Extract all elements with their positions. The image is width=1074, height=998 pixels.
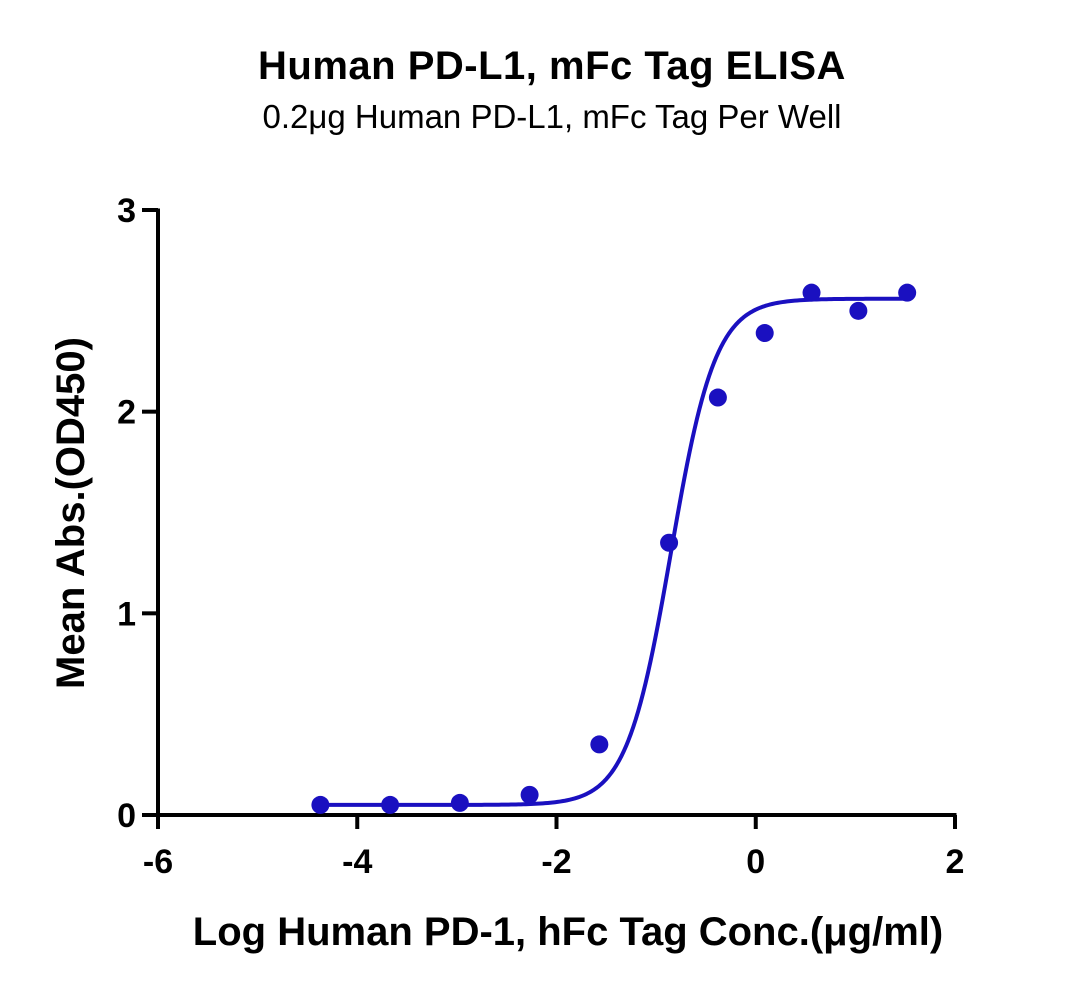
data-point — [381, 795, 400, 814]
chart-title: Human PD-L1, mFc Tag ELISA — [258, 44, 846, 88]
x-tick-label: 0 — [746, 843, 765, 881]
data-point — [520, 785, 539, 804]
x-tick-label: 2 — [946, 843, 965, 881]
data-points-layer — [311, 283, 917, 814]
fit-curve — [318, 296, 910, 807]
y-tick-label: 2 — [117, 394, 136, 432]
x-tick-label: -2 — [541, 843, 571, 881]
data-point — [708, 388, 727, 407]
data-point — [590, 735, 609, 754]
data-point — [755, 324, 774, 343]
y-tick-label: 0 — [117, 797, 136, 835]
axes: -6 -4 -2 0 2 0 1 2 3 — [117, 192, 964, 881]
data-point — [660, 533, 679, 552]
data-point — [450, 793, 469, 812]
y-tick-label: 1 — [117, 595, 136, 633]
fit-curve-layer — [318, 296, 910, 807]
data-point — [849, 301, 868, 320]
x-tick-label: -6 — [143, 843, 173, 881]
data-point — [898, 283, 917, 302]
data-point — [802, 283, 821, 302]
y-axis-label: Mean Abs.(OD450) — [49, 337, 93, 689]
chart-subtitle: 0.2μg Human PD-L1, mFc Tag Per Well — [262, 98, 842, 135]
x-axis-label: Log Human PD-1, hFc Tag Conc.(μg/ml) — [193, 910, 943, 954]
x-tick-label: -4 — [342, 843, 372, 881]
data-point — [311, 795, 330, 814]
y-tick-label: 3 — [117, 192, 136, 230]
